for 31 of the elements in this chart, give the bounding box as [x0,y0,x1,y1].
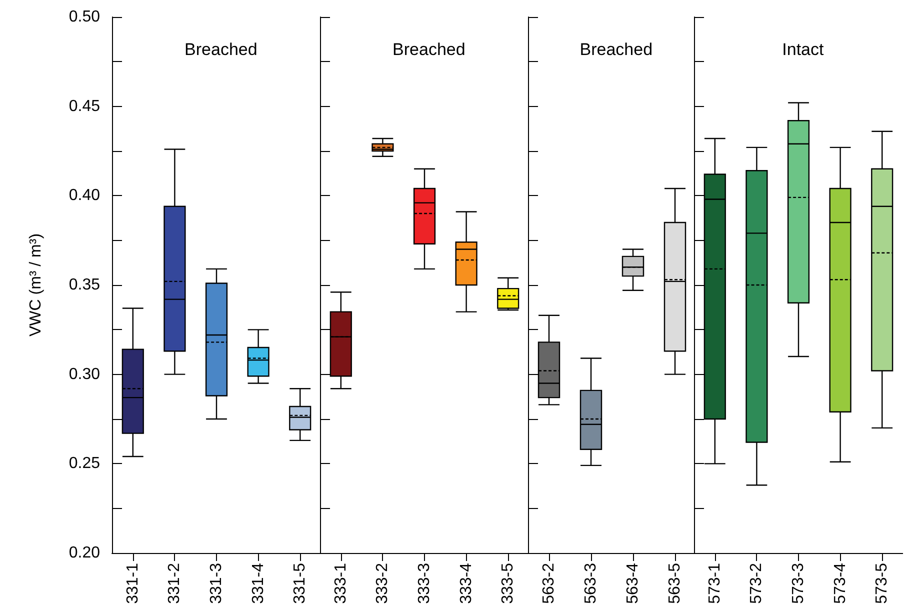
y-axis-title: VWC (m³ / m³) [28,233,44,337]
text: Breached [580,40,652,59]
x-tick-label: 563-3 [582,562,600,604]
y-tick-label: 0.25 [68,455,100,472]
x-tick-label: 573-5 [874,562,891,604]
x-tick-label: 331-4 [250,562,267,604]
x-tick-label: 331-1 [124,562,142,604]
y-tick-label: 0.20 [68,544,100,562]
x-tick-label: 331-2 [166,562,184,604]
y-tick-label: 0.50 [68,8,100,26]
x-tick-label: 573-4 [832,562,849,604]
x-tick-label: 333-4 [458,562,475,604]
y-tick-label: 0.30 [68,366,100,383]
x-tick-label: 333-2 [374,562,392,604]
text: Breached [184,40,258,59]
x-tick-label: 563-5 [666,562,684,604]
x-tick-label: 563-4 [624,562,642,604]
x-tick-label: 573-1 [706,562,724,604]
x-tick-label: 333-3 [416,562,433,604]
x-tick-label: 331-3 [208,562,225,604]
text: Intact [782,40,824,59]
x-tick-label: 573-3 [790,562,808,604]
text: Breached [392,40,466,59]
y-tick-label: 0.40 [68,187,100,204]
x-tick-label: 331-5 [292,562,309,604]
x-tick-label: 333-5 [499,562,516,604]
y-tick-label: 0.35 [68,276,100,294]
y-tick-label: 0.45 [68,98,100,115]
x-tick-label: 333-1 [332,562,350,604]
x-tick-label: 563-2 [540,562,558,604]
x-tick-label: 573-2 [748,562,766,604]
